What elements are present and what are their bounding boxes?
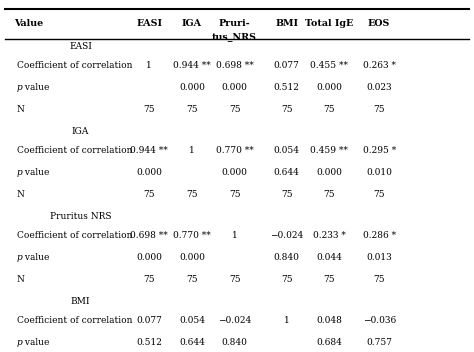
Text: 0.698 **: 0.698 ** (216, 61, 254, 70)
Text: 75: 75 (281, 275, 292, 284)
Text: 75: 75 (186, 275, 198, 284)
Text: 75: 75 (144, 275, 155, 284)
Text: 0.770 **: 0.770 ** (173, 231, 211, 240)
Text: value: value (22, 83, 49, 92)
Text: 0.000: 0.000 (317, 83, 342, 92)
Text: 0.044: 0.044 (317, 253, 342, 262)
Text: 0.512: 0.512 (274, 83, 300, 92)
Text: 75: 75 (186, 105, 198, 114)
Text: EASI: EASI (69, 42, 92, 51)
Text: 0.644: 0.644 (179, 338, 205, 347)
Text: 0.000: 0.000 (317, 168, 342, 177)
Text: IGA: IGA (182, 19, 202, 29)
Text: 0.698 **: 0.698 ** (130, 231, 168, 240)
Text: 75: 75 (374, 190, 385, 199)
Text: Value: Value (14, 19, 43, 29)
Text: 0.944 **: 0.944 ** (130, 146, 168, 155)
Text: 0.944 **: 0.944 ** (173, 61, 211, 70)
Text: tus_NRS: tus_NRS (212, 32, 257, 41)
Text: 75: 75 (229, 190, 240, 199)
Text: −0.024: −0.024 (218, 316, 251, 325)
Text: 0.757: 0.757 (366, 338, 392, 347)
Text: 0.023: 0.023 (366, 83, 392, 92)
Text: 75: 75 (281, 190, 292, 199)
Text: 0.000: 0.000 (137, 253, 162, 262)
Text: 1: 1 (232, 231, 237, 240)
Text: value: value (22, 338, 49, 347)
Text: Coefficient of correlation: Coefficient of correlation (17, 146, 132, 155)
Text: 0.077: 0.077 (274, 61, 300, 70)
Text: BMI: BMI (71, 297, 91, 306)
Text: N: N (17, 275, 25, 284)
Text: 0.000: 0.000 (179, 253, 205, 262)
Text: 0.233 *: 0.233 * (313, 231, 346, 240)
Text: 1: 1 (284, 316, 290, 325)
Text: value: value (22, 253, 49, 262)
Text: 0.512: 0.512 (137, 338, 162, 347)
Text: 75: 75 (374, 275, 385, 284)
Text: 75: 75 (324, 190, 335, 199)
Text: −0.036: −0.036 (363, 316, 396, 325)
Text: 0.840: 0.840 (222, 338, 247, 347)
Text: 0.013: 0.013 (366, 253, 392, 262)
Text: 0.770 **: 0.770 ** (216, 146, 254, 155)
Text: 1: 1 (189, 146, 195, 155)
Text: p: p (17, 83, 22, 92)
Text: BMI: BMI (275, 19, 298, 29)
Text: 0.048: 0.048 (317, 316, 342, 325)
Text: 75: 75 (324, 275, 335, 284)
Text: 0.000: 0.000 (179, 83, 205, 92)
Text: 75: 75 (324, 105, 335, 114)
Text: Pruri-: Pruri- (219, 19, 250, 29)
Text: 75: 75 (281, 105, 292, 114)
Text: value: value (22, 168, 49, 177)
Text: p: p (17, 253, 22, 262)
Text: 0.000: 0.000 (222, 83, 247, 92)
Text: N: N (17, 190, 25, 199)
Text: 75: 75 (186, 190, 198, 199)
Text: −0.024: −0.024 (270, 231, 303, 240)
Text: 0.840: 0.840 (274, 253, 300, 262)
Text: Total IgE: Total IgE (305, 19, 354, 29)
Text: 0.054: 0.054 (274, 146, 300, 155)
Text: 0.455 **: 0.455 ** (310, 61, 348, 70)
Text: 0.684: 0.684 (317, 338, 342, 347)
Text: 0.644: 0.644 (274, 168, 300, 177)
Text: 1: 1 (146, 61, 152, 70)
Text: 0.286 *: 0.286 * (363, 231, 396, 240)
Text: 75: 75 (144, 190, 155, 199)
Text: 75: 75 (144, 105, 155, 114)
Text: 0.077: 0.077 (137, 316, 162, 325)
Text: 0.054: 0.054 (179, 316, 205, 325)
Text: 0.459 **: 0.459 ** (310, 146, 348, 155)
Text: N: N (17, 105, 25, 114)
Text: IGA: IGA (72, 127, 89, 136)
Text: 75: 75 (229, 105, 240, 114)
Text: Coefficient of correlation: Coefficient of correlation (17, 61, 132, 70)
Text: p: p (17, 338, 22, 347)
Text: Coefficient of correlation: Coefficient of correlation (17, 316, 132, 325)
Text: EOS: EOS (368, 19, 391, 29)
Text: Coefficient of correlation: Coefficient of correlation (17, 231, 132, 240)
Text: EASI: EASI (137, 19, 162, 29)
Text: 0.263 *: 0.263 * (363, 61, 396, 70)
Text: Pruritus NRS: Pruritus NRS (50, 212, 111, 221)
Text: 0.000: 0.000 (137, 168, 162, 177)
Text: 75: 75 (374, 105, 385, 114)
Text: 0.000: 0.000 (222, 168, 247, 177)
Text: 0.010: 0.010 (366, 168, 392, 177)
Text: p: p (17, 168, 22, 177)
Text: 0.295 *: 0.295 * (363, 146, 396, 155)
Text: 75: 75 (229, 275, 240, 284)
